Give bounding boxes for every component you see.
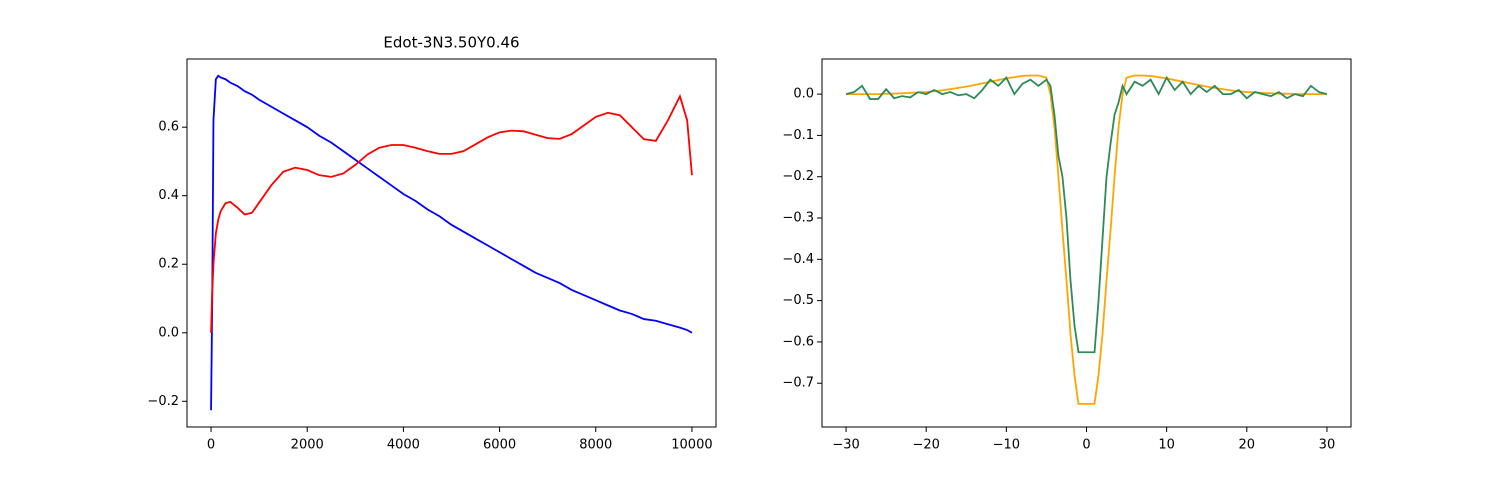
x-tick-label: 10000 [671, 438, 712, 453]
y-tick-label: 0.6 [158, 120, 179, 135]
y-tick-label: −0.4 [782, 252, 814, 267]
y-tick-label: −0.7 [782, 376, 814, 391]
y-tick-label: 0.0 [793, 87, 814, 102]
x-tick-label: 20 [1239, 438, 1256, 453]
x-tick-label: 10 [1158, 438, 1175, 453]
chart-title: Edot-3N3.50Y0.46 [383, 34, 519, 52]
line-series [210, 74, 693, 411]
axes-frame [186, 58, 717, 428]
x-tick-label: −10 [993, 438, 1020, 453]
x-tick-label: 8000 [579, 438, 612, 453]
axes-frame [821, 58, 1352, 428]
x-tick-label: −20 [912, 438, 939, 453]
x-tick-label: 30 [1319, 438, 1336, 453]
y-tick-label: −0.6 [782, 334, 814, 349]
y-tick-label: −0.2 [147, 394, 179, 409]
y-tick-label: −0.5 [782, 293, 814, 308]
x-tick-label: −30 [832, 438, 859, 453]
y-tick-label: −0.2 [782, 169, 814, 184]
x-tick-label: 0 [1082, 438, 1090, 453]
y-tick-label: 0.2 [158, 257, 179, 272]
line-series [845, 75, 1328, 354]
y-tick-label: 0.4 [158, 188, 179, 203]
x-tick-label: 6000 [483, 438, 516, 453]
y-tick-label: −0.3 [782, 211, 814, 226]
line-series [210, 93, 693, 333]
y-tick-label: 0.0 [158, 325, 179, 340]
x-tick-label: 4000 [387, 438, 420, 453]
x-tick-label: 0 [207, 438, 215, 453]
x-tick-label: 2000 [291, 438, 324, 453]
y-tick-label: −0.1 [782, 128, 814, 143]
line-series [846, 74, 1327, 405]
